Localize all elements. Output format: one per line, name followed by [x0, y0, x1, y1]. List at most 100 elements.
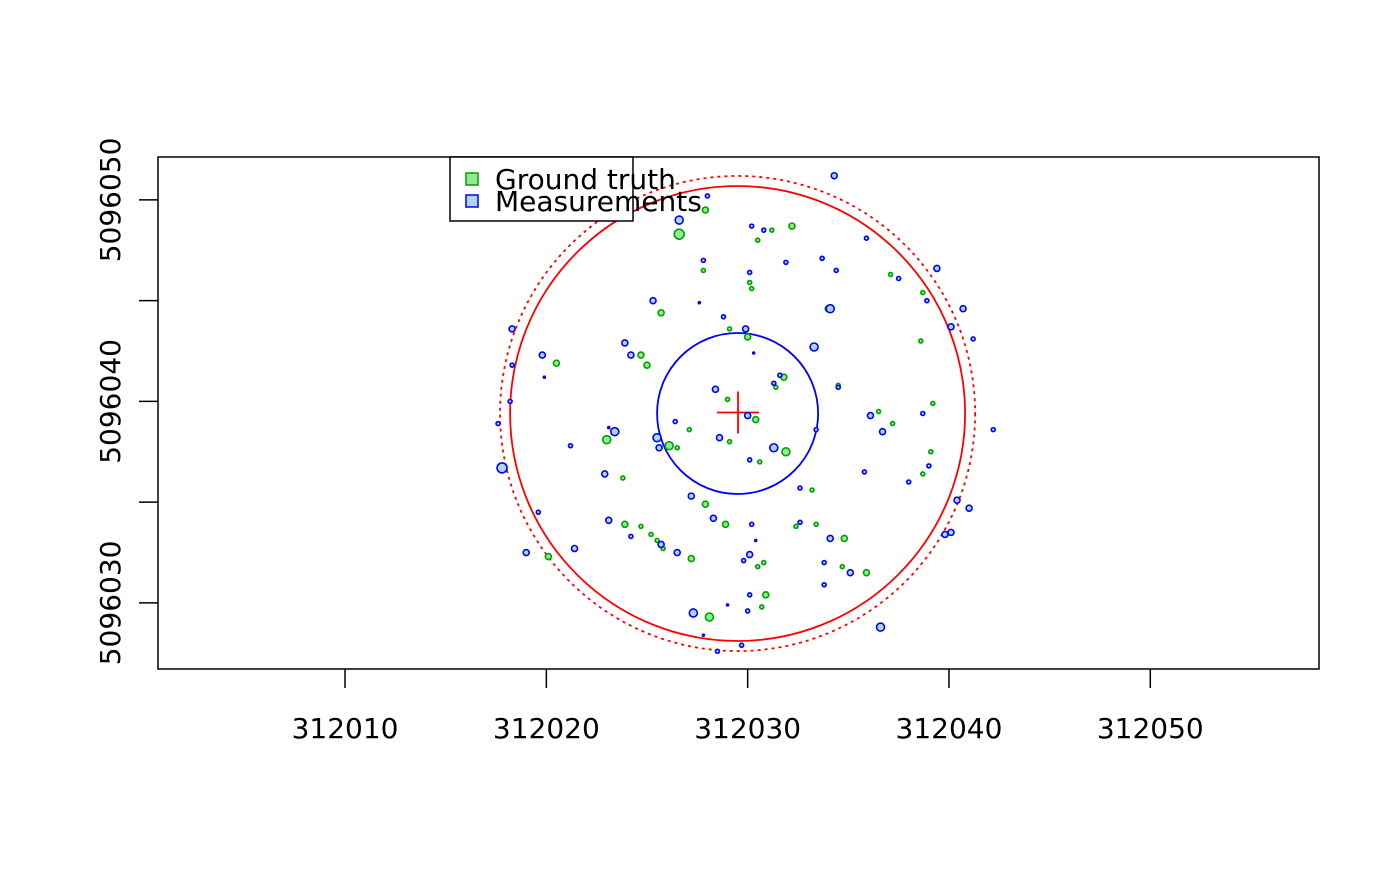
point [793, 523, 799, 530]
point [601, 434, 612, 445]
point [878, 427, 887, 436]
point [643, 361, 651, 369]
point [654, 537, 660, 544]
point [813, 521, 819, 528]
point [672, 418, 678, 425]
point [721, 520, 730, 529]
point [628, 533, 634, 540]
point [704, 612, 715, 622]
point [920, 289, 926, 296]
point [495, 420, 501, 427]
point [726, 326, 733, 332]
point [701, 633, 706, 637]
point [700, 267, 707, 274]
point [941, 530, 949, 539]
point [701, 500, 710, 508]
point [947, 323, 955, 331]
point [830, 171, 839, 180]
point [652, 432, 662, 443]
point [743, 333, 752, 341]
point [637, 351, 645, 359]
reference-circle [656, 332, 820, 495]
point [753, 538, 758, 543]
point [754, 237, 761, 244]
legend-label: Measurements [495, 185, 702, 218]
point [760, 559, 767, 566]
point [638, 523, 644, 530]
point [627, 351, 635, 359]
point [509, 362, 515, 368]
point [746, 592, 753, 598]
point [821, 581, 827, 588]
point [542, 375, 547, 380]
point [821, 559, 827, 566]
point [535, 509, 542, 516]
legend-swatch [465, 194, 479, 208]
point [674, 215, 685, 225]
point [701, 206, 710, 214]
point [797, 519, 803, 526]
point [875, 622, 886, 632]
point [544, 552, 553, 561]
point [924, 297, 930, 304]
point [777, 372, 783, 379]
point [751, 351, 756, 355]
point [746, 269, 753, 276]
x-tick-label: 312030 [694, 712, 801, 745]
point [604, 516, 613, 525]
point [959, 304, 967, 313]
point [825, 303, 836, 314]
point [875, 408, 882, 415]
point [725, 603, 730, 607]
legend-box [449, 156, 634, 222]
point [697, 300, 702, 305]
point [953, 496, 961, 504]
point [813, 426, 819, 433]
point [620, 475, 626, 481]
point [704, 193, 711, 199]
point [715, 433, 724, 442]
reference-circle [499, 175, 977, 652]
point [965, 504, 973, 513]
point [760, 227, 767, 233]
point [861, 469, 868, 475]
point [741, 325, 750, 333]
point [745, 550, 754, 559]
point [538, 351, 547, 359]
point [621, 339, 629, 347]
point [930, 400, 936, 407]
x-tick-label: 312040 [896, 712, 1003, 745]
point [947, 528, 955, 537]
point [809, 342, 819, 352]
point [673, 228, 686, 240]
point [758, 604, 765, 610]
point [920, 471, 926, 477]
point [673, 548, 681, 557]
point [895, 275, 902, 282]
point [552, 359, 561, 367]
point [522, 548, 531, 557]
point [664, 440, 674, 451]
point [726, 438, 733, 445]
point [761, 591, 770, 599]
point [754, 563, 761, 570]
point [496, 462, 508, 474]
point [567, 442, 574, 449]
point [839, 563, 846, 570]
point [570, 544, 579, 553]
point [797, 485, 803, 491]
point [788, 222, 796, 230]
point [621, 520, 629, 529]
point [657, 308, 665, 317]
point [905, 479, 912, 485]
y-tick-label: 5096030 [94, 541, 127, 666]
point [781, 446, 791, 457]
point [711, 385, 720, 394]
point [769, 227, 775, 233]
point [688, 608, 699, 618]
point [840, 534, 849, 543]
point [687, 492, 696, 500]
point [748, 521, 755, 528]
